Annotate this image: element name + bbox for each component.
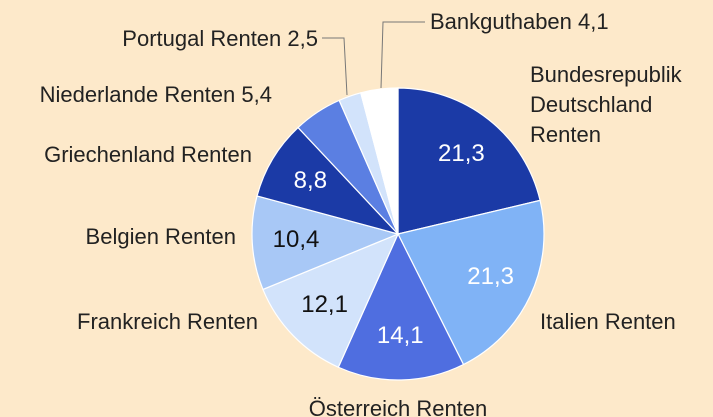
- value-label: 10,4: [273, 225, 320, 255]
- category-label: Niederlande Renten 5,4: [40, 80, 272, 110]
- value-text: 10,4: [272, 226, 320, 254]
- category-label: Frankreich Renten: [77, 307, 258, 337]
- value-label: 21,3: [438, 139, 485, 169]
- value-text: 2,5: [287, 26, 318, 51]
- value-text: 21,3: [438, 139, 485, 167]
- category-label: Portugal Renten 2,5: [122, 24, 318, 54]
- value-label: 14,1: [377, 321, 424, 351]
- pie-slice: [360, 87, 399, 235]
- category-label: Griechenland Renten: [44, 140, 252, 170]
- category-name: Italien Renten: [540, 309, 676, 334]
- category-name: Österreich Renten: [308, 396, 488, 417]
- category-name: Niederlande Renten: [39, 82, 236, 107]
- category-name: Bundesrepublik Deutschland Renten: [530, 62, 682, 147]
- value-label: 12,1: [301, 290, 348, 320]
- leader-line: [322, 37, 348, 96]
- category-name: Belgien Renten: [85, 224, 236, 249]
- value-text: 14,1: [376, 322, 424, 350]
- category-name: Bankguthaben: [430, 9, 572, 34]
- value-label: 21,3: [467, 262, 514, 292]
- pie-slice: [256, 126, 400, 236]
- category-label: Italien Renten: [540, 307, 676, 337]
- pie-slice: [337, 232, 465, 381]
- pie-slice: [251, 195, 400, 291]
- category-name: Frankreich Renten: [77, 309, 258, 334]
- category-label: Belgien Renten: [86, 222, 236, 252]
- leader-line: [380, 21, 425, 89]
- value-text: 8,8: [293, 167, 328, 195]
- pie-slice: [397, 199, 545, 366]
- category-name: Portugal Renten: [122, 26, 282, 51]
- value-text: 21,3: [467, 263, 514, 291]
- pie-slice: [397, 87, 541, 235]
- value-text: 4,1: [578, 9, 609, 34]
- value-text: 5,4: [241, 82, 272, 107]
- category-label: Österreich Renten: [309, 394, 488, 417]
- value-label: 8,8: [294, 166, 327, 196]
- category-label: Bundesrepublik Deutschland Renten: [530, 60, 710, 150]
- value-text: 12,1: [301, 291, 348, 319]
- category-label: Bankguthaben 4,1: [430, 7, 609, 37]
- category-name: Griechenland Renten: [44, 142, 252, 167]
- pie-slice: [262, 232, 400, 369]
